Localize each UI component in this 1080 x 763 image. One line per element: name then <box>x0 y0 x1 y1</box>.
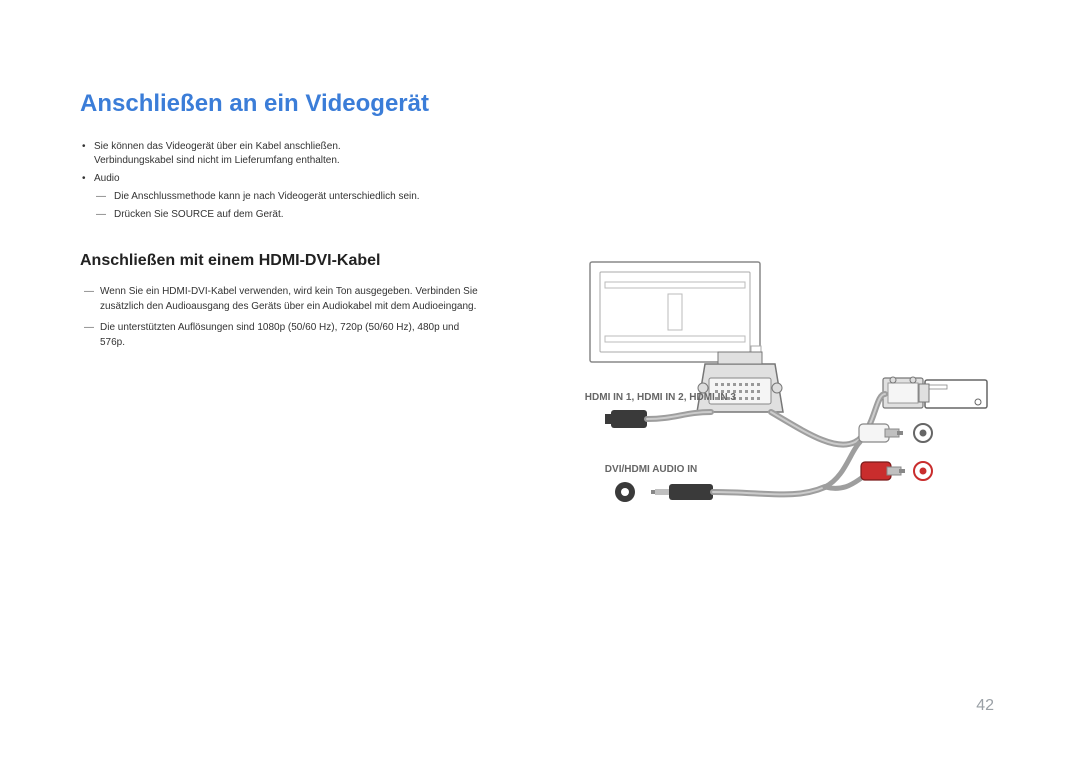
intro-bullet-1: Sie können das Videogerät über ein Kabel… <box>94 141 341 152</box>
rca-white-socket-icon <box>914 424 932 442</box>
rca-white-plug-icon <box>859 424 903 442</box>
intro-block: Sie können das Videogerät über ein Kabel… <box>80 140 1000 222</box>
intro-bullet-1b: Verbindungskabel sind nicht im Lieferumf… <box>94 155 340 166</box>
rca-red-plug-icon <box>861 462 905 480</box>
intro-bullet-2: Audio <box>94 173 120 184</box>
hdmi-label: HDMI IN 1, HDMI IN 2, HDMI IN 3 <box>585 392 736 403</box>
connection-diagram: HDMI IN 1, HDMI IN 2, HDMI IN 3 DVI/HDMI… <box>525 252 1000 552</box>
intro-sub-1: Die Anschlussmethode kann je nach Videog… <box>114 190 1000 204</box>
note-2: Die unterstützten Auflösungen sind 1080p… <box>80 320 485 350</box>
audio-jack-icon <box>615 482 635 502</box>
body-notes: Wenn Sie ein HDMI-DVI-Kabel verwenden, w… <box>80 284 485 350</box>
rca-red-socket-icon <box>914 462 932 480</box>
tv-icon <box>590 262 761 362</box>
page-title: Anschließen an ein Videogerät <box>80 90 1000 118</box>
audio-label: DVI/HDMI AUDIO IN <box>605 464 697 475</box>
intro-sub-2: Drücken Sie SOURCE auf dem Gerät. <box>114 208 1000 222</box>
player-icon <box>925 380 987 408</box>
page-number: 42 <box>976 697 994 715</box>
note-1: Wenn Sie ein HDMI-DVI-Kabel verwenden, w… <box>80 284 485 314</box>
dvi-plug-icon <box>883 377 929 408</box>
hdmi-plug-icon <box>605 410 647 428</box>
section-subtitle: Anschließen mit einem HDMI-DVI-Kabel <box>80 252 485 270</box>
audio-plug-icon <box>651 484 713 500</box>
